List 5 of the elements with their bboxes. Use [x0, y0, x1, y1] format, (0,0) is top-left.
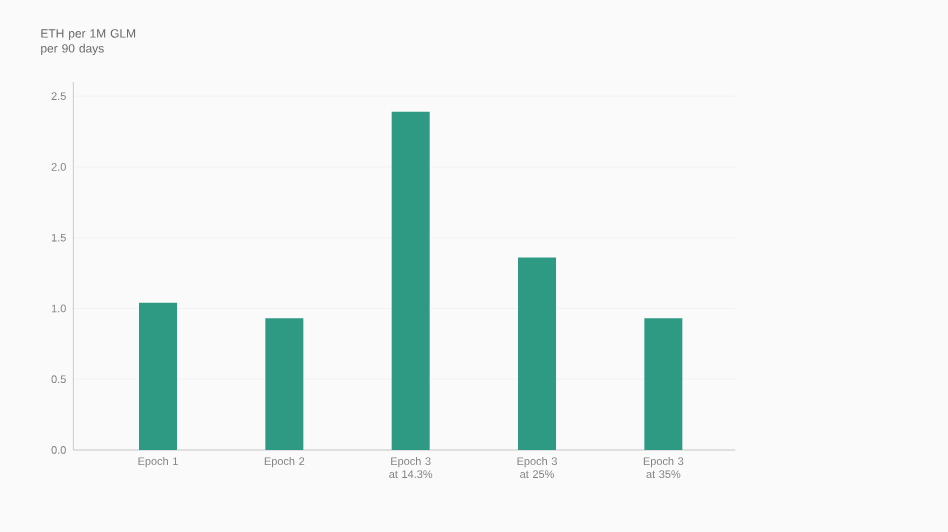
bar [139, 302, 177, 450]
bar [265, 318, 304, 450]
bar [518, 257, 557, 450]
bar [391, 111, 430, 450]
bar [644, 318, 683, 450]
